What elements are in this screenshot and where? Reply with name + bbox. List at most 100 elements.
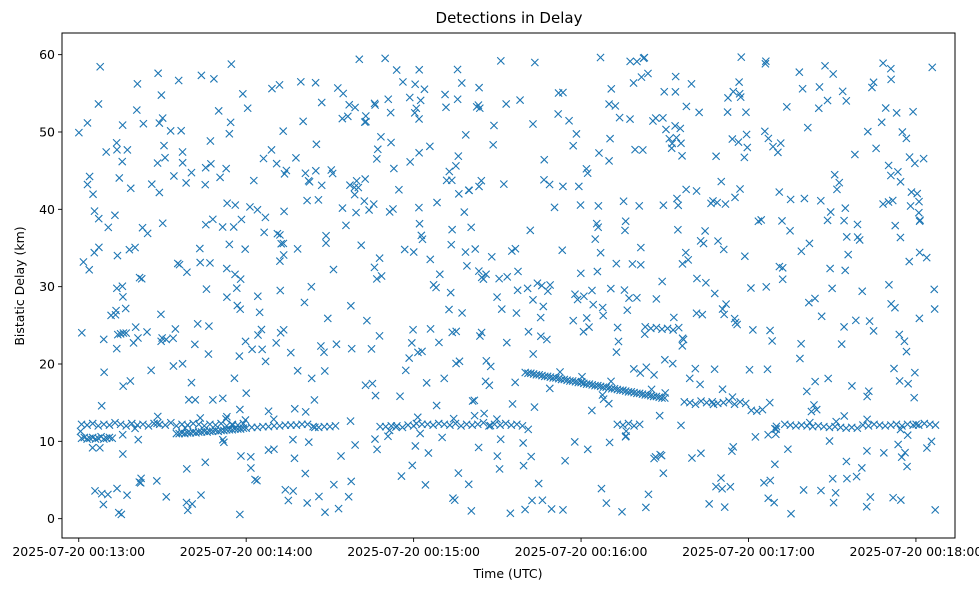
detection-point: [760, 127, 769, 136]
detection-point: [415, 219, 424, 228]
detection-point: [569, 141, 578, 150]
detection-point: [448, 225, 457, 234]
detection-point: [394, 185, 403, 194]
detection-point: [346, 417, 355, 426]
detection-point: [132, 106, 141, 115]
detection-point: [289, 487, 298, 495]
detection-point: [914, 208, 923, 217]
detection-point: [772, 422, 781, 431]
detection-point: [310, 395, 319, 404]
track-point: [331, 421, 340, 430]
detection-point: [301, 169, 310, 178]
detection-point: [123, 491, 132, 500]
detection-point: [659, 469, 668, 478]
detection-point: [658, 277, 667, 286]
detection-point: [741, 108, 750, 117]
detection-point: [708, 196, 717, 205]
detection-point: [329, 480, 338, 489]
detection-point: [267, 84, 276, 93]
detection-point: [156, 310, 165, 319]
detection-point: [435, 270, 444, 279]
detection-point: [182, 464, 191, 473]
detection-point: [850, 150, 859, 159]
detection-point: [155, 188, 164, 197]
detection-point: [85, 172, 94, 181]
detection-point: [482, 356, 491, 365]
detection-point: [632, 57, 641, 66]
detection-point: [158, 219, 167, 228]
detection-point: [155, 119, 164, 128]
detection-point: [448, 494, 457, 503]
detection-point: [523, 284, 532, 293]
detection-point: [671, 121, 680, 130]
detection-point: [736, 185, 745, 193]
detection-point: [254, 331, 262, 339]
detection-point: [787, 509, 796, 518]
detection-point: [730, 314, 739, 323]
detection-point: [569, 316, 578, 325]
detection-point: [606, 134, 615, 143]
detection-point: [276, 286, 285, 295]
detection-point: [493, 452, 502, 461]
detection-point: [112, 145, 121, 154]
detection-point: [361, 175, 370, 184]
detection-point: [771, 430, 780, 439]
detection-point: [370, 263, 379, 272]
detection-point: [717, 177, 726, 186]
detection-point: [636, 369, 645, 378]
track-point: [91, 435, 100, 443]
detection-point: [639, 54, 648, 63]
detection-point: [524, 327, 533, 336]
detection-point: [245, 202, 254, 211]
detection-point: [338, 204, 347, 213]
detection-point: [828, 474, 837, 483]
detection-point: [658, 113, 667, 122]
detection-point: [453, 95, 462, 104]
detection-point: [272, 338, 281, 347]
detection-point: [485, 381, 494, 390]
detection-point: [701, 226, 710, 235]
detection-point: [94, 99, 103, 108]
detection-point: [795, 354, 804, 363]
detection-point: [433, 198, 441, 207]
detection-point: [669, 313, 678, 322]
detection-point: [565, 116, 574, 125]
track-point: [752, 407, 761, 416]
detection-point: [837, 340, 846, 349]
detection-point: [204, 350, 213, 359]
detection-point: [357, 241, 366, 250]
detection-point: [429, 280, 438, 289]
detection-point: [320, 348, 328, 357]
detection-point: [547, 504, 556, 513]
detection-point: [223, 199, 232, 208]
detection-point: [400, 245, 409, 254]
detection-point: [235, 405, 244, 414]
detection-point: [607, 84, 616, 93]
detection-point: [619, 197, 628, 206]
detection-point: [371, 391, 380, 400]
detection-point: [877, 118, 886, 127]
detection-point: [446, 288, 455, 297]
track-point: [931, 421, 940, 430]
detection-point: [620, 226, 629, 235]
detection-point: [727, 447, 736, 456]
detection-point: [486, 362, 495, 371]
detection-point: [131, 424, 140, 433]
detection-point: [110, 211, 119, 220]
detection-point: [910, 393, 919, 402]
detection-point: [386, 108, 395, 117]
detection-point: [248, 345, 257, 354]
detection-point: [598, 391, 607, 399]
detection-point: [169, 334, 178, 343]
detection-point: [269, 415, 278, 424]
detection-point: [720, 503, 729, 512]
track-point: [197, 428, 206, 437]
detection-point: [909, 107, 918, 116]
detection-point: [701, 278, 710, 287]
detection-point: [112, 306, 121, 315]
y-tick-label: 50: [39, 124, 55, 139]
detection-point: [778, 275, 787, 284]
detection-point: [438, 433, 447, 442]
x-tick-label: 2025-07-20 00:14:00: [180, 544, 313, 559]
detection-point: [118, 292, 127, 301]
